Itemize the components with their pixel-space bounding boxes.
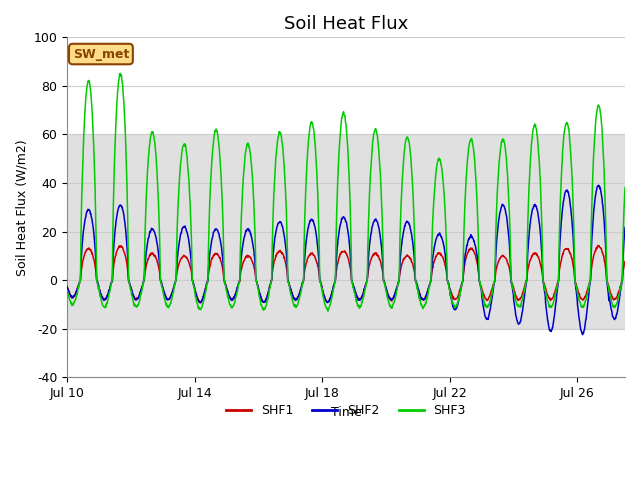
Y-axis label: Soil Heat Flux (W/m2): Soil Heat Flux (W/m2) [15, 139, 28, 276]
Title: Soil Heat Flux: Soil Heat Flux [284, 15, 408, 33]
Legend: SHF1, SHF2, SHF3: SHF1, SHF2, SHF3 [221, 399, 471, 422]
Bar [67, 134, 625, 329]
X-axis label: Time: Time [331, 406, 362, 419]
Text: SW_met: SW_met [73, 48, 129, 60]
